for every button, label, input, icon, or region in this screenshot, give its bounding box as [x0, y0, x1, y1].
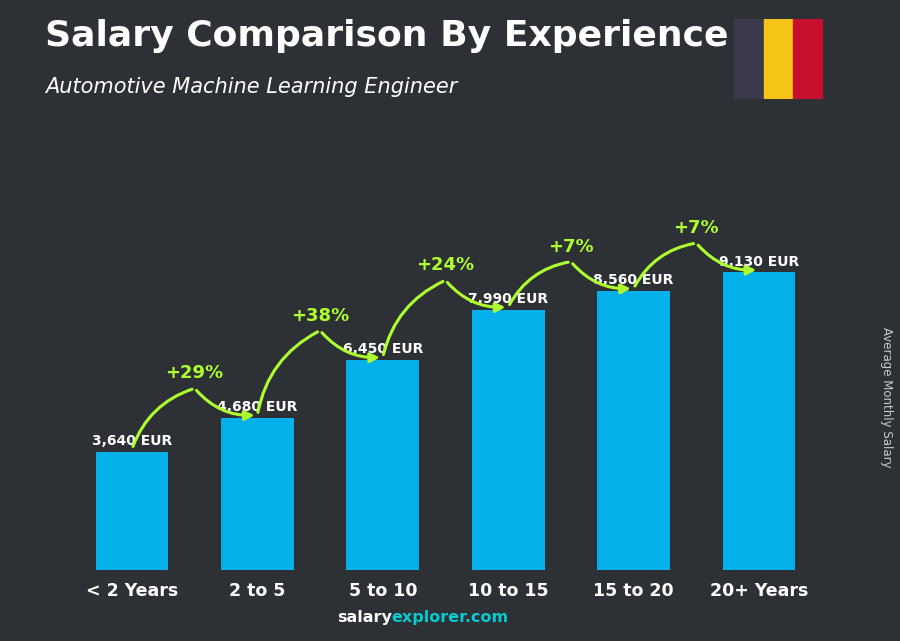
Text: +29%: +29% [166, 365, 224, 383]
Bar [95, 452, 168, 570]
Text: +38%: +38% [291, 306, 349, 325]
Text: 8,560 EUR: 8,560 EUR [593, 273, 674, 287]
Text: explorer.com: explorer.com [392, 610, 508, 625]
Bar [763, 19, 794, 99]
Text: Salary Comparison By Experience: Salary Comparison By Experience [45, 19, 728, 53]
Bar [221, 418, 293, 570]
Text: +24%: +24% [417, 256, 474, 274]
Text: 9,130 EUR: 9,130 EUR [719, 254, 799, 269]
Text: +7%: +7% [673, 219, 719, 237]
Text: 6,450 EUR: 6,450 EUR [343, 342, 423, 356]
Bar [472, 310, 544, 570]
Bar [734, 19, 763, 99]
Text: 7,990 EUR: 7,990 EUR [468, 292, 548, 306]
Text: Automotive Machine Learning Engineer: Automotive Machine Learning Engineer [45, 77, 457, 97]
Text: salary: salary [337, 610, 392, 625]
Bar [598, 291, 670, 570]
Bar [723, 272, 796, 570]
Text: +7%: +7% [548, 238, 594, 256]
Text: 4,680 EUR: 4,680 EUR [217, 400, 298, 414]
Bar [794, 19, 824, 99]
Text: Average Monthly Salary: Average Monthly Salary [880, 327, 893, 468]
Bar [346, 360, 419, 570]
Text: 3,640 EUR: 3,640 EUR [92, 434, 172, 448]
